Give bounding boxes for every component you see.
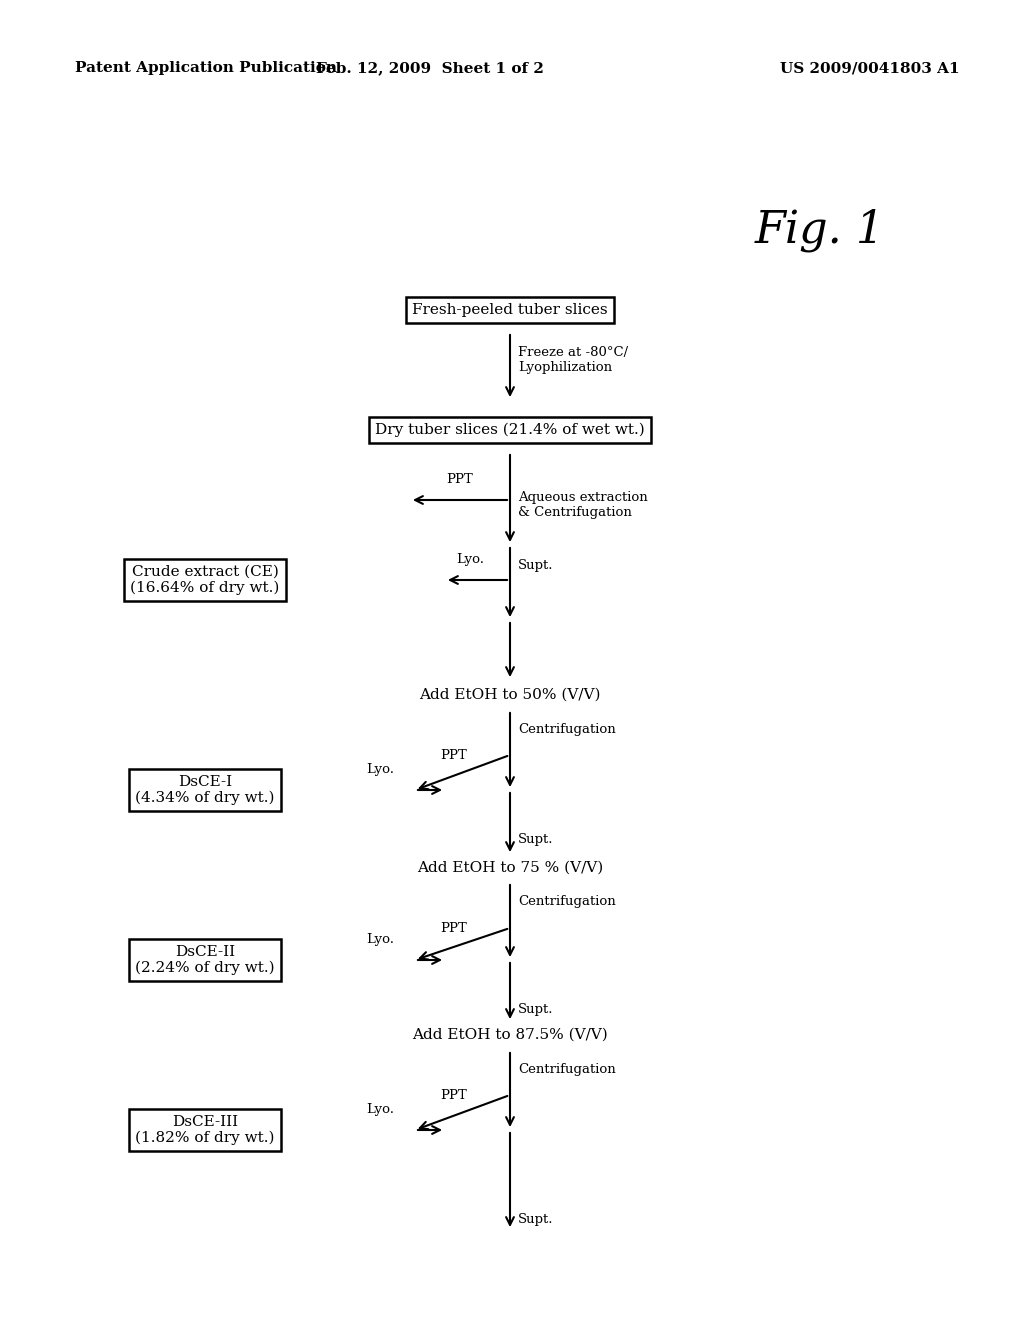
Text: Crude extract (CE)
(16.64% of dry wt.): Crude extract (CE) (16.64% of dry wt.) (130, 565, 280, 595)
Text: Supt.: Supt. (518, 1003, 554, 1016)
Text: Feb. 12, 2009  Sheet 1 of 2: Feb. 12, 2009 Sheet 1 of 2 (316, 61, 544, 75)
Text: Lyo.: Lyo. (366, 933, 394, 946)
Text: Centrifugation: Centrifugation (518, 895, 615, 908)
Text: Patent Application Publication: Patent Application Publication (75, 61, 337, 75)
Text: Supt.: Supt. (518, 558, 554, 572)
Text: DsCE-I
(4.34% of dry wt.): DsCE-I (4.34% of dry wt.) (135, 775, 274, 805)
Text: Dry tuber slices (21.4% of wet wt.): Dry tuber slices (21.4% of wet wt.) (375, 422, 645, 437)
Text: Lyo.: Lyo. (456, 553, 484, 566)
Text: Add EtOH to 50% (V/V): Add EtOH to 50% (V/V) (419, 688, 601, 702)
Text: Lyo.: Lyo. (366, 1104, 394, 1115)
Text: DsCE-II
(2.24% of dry wt.): DsCE-II (2.24% of dry wt.) (135, 945, 274, 975)
Text: Lyo.: Lyo. (366, 763, 394, 776)
Text: Freeze at -80°C/
Lyophilization: Freeze at -80°C/ Lyophilization (518, 346, 628, 374)
Text: Supt.: Supt. (518, 833, 554, 846)
Text: Supt.: Supt. (518, 1213, 554, 1226)
Text: Add EtOH to 75 % (V/V): Add EtOH to 75 % (V/V) (417, 861, 603, 875)
Text: PPT: PPT (440, 921, 467, 935)
Text: Centrifugation: Centrifugation (518, 723, 615, 737)
Text: Fig. 1: Fig. 1 (755, 209, 885, 252)
Text: Centrifugation: Centrifugation (518, 1064, 615, 1077)
Text: US 2009/0041803 A1: US 2009/0041803 A1 (780, 61, 959, 75)
Text: PPT: PPT (446, 473, 473, 486)
Text: Fresh-peeled tuber slices: Fresh-peeled tuber slices (413, 304, 608, 317)
Text: DsCE-III
(1.82% of dry wt.): DsCE-III (1.82% of dry wt.) (135, 1114, 274, 1146)
Text: Aqueous extraction
& Centrifugation: Aqueous extraction & Centrifugation (518, 491, 648, 519)
Text: PPT: PPT (440, 748, 467, 762)
Text: Add EtOH to 87.5% (V/V): Add EtOH to 87.5% (V/V) (412, 1028, 608, 1041)
Text: PPT: PPT (440, 1089, 467, 1102)
